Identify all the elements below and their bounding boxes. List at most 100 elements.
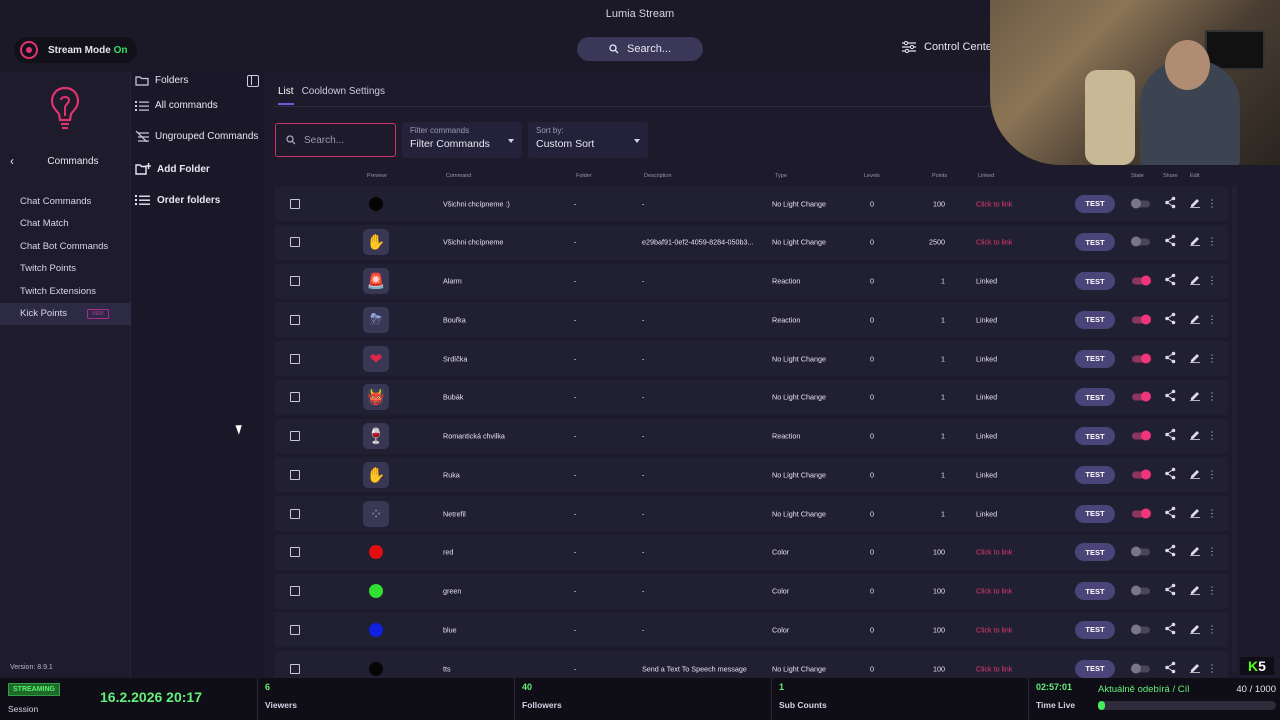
share-icon[interactable] (1165, 312, 1176, 327)
state-toggle[interactable] (1132, 469, 1151, 480)
add-folder-button[interactable]: Add Folder (135, 163, 210, 175)
sidebar-item-kick-points[interactable]: Kick Points NEW (0, 302, 131, 325)
click-to-link-link[interactable]: Click to link (976, 237, 1013, 247)
test-button[interactable]: TEST (1075, 582, 1115, 600)
share-icon[interactable] (1165, 467, 1176, 482)
folder-ungrouped[interactable]: Ungrouped Commands (135, 131, 258, 142)
tab-list[interactable]: List (278, 86, 294, 105)
state-toggle[interactable] (1131, 585, 1150, 596)
sidebar-item-chat-commands[interactable]: Chat Commands (0, 190, 131, 213)
row-checkbox[interactable] (290, 198, 300, 209)
edit-icon[interactable] (1190, 353, 1200, 365)
edit-icon[interactable] (1190, 663, 1200, 675)
column-header-points[interactable]: Points (932, 173, 948, 179)
more-options-icon[interactable]: ⋮ (1207, 585, 1217, 597)
edit-icon[interactable] (1190, 275, 1200, 287)
table-row[interactable]: ✋ Ruka - - No Light Change 0 1 Linked TEST ⋮ (275, 457, 1228, 493)
share-icon[interactable] (1165, 544, 1176, 560)
order-folders-button[interactable]: Order folders (135, 194, 220, 206)
table-row[interactable]: 🍷 Romantická chvilka - - Reaction 0 1 Linked TES… (275, 418, 1228, 454)
table-row[interactable]: green - - Color 0 100 Click to link TEST ⋮ (275, 573, 1228, 609)
share-icon[interactable] (1165, 661, 1176, 676)
edit-icon[interactable] (1190, 624, 1200, 636)
more-options-icon[interactable]: ⋮ (1207, 236, 1217, 248)
sort-select[interactable]: Sort by: Custom Sort (528, 122, 648, 158)
state-toggle[interactable] (1131, 236, 1150, 247)
command-search[interactable] (275, 123, 396, 157)
test-button[interactable]: TEST (1075, 233, 1115, 252)
share-icon[interactable] (1165, 506, 1176, 521)
folder-all-commands[interactable]: All commands (135, 100, 218, 111)
test-button[interactable]: TEST (1075, 194, 1115, 213)
click-to-link-link[interactable]: Click to link (976, 664, 1013, 673)
test-button[interactable]: TEST (1075, 310, 1115, 329)
test-button[interactable]: TEST (1075, 543, 1115, 562)
row-checkbox[interactable] (290, 431, 300, 441)
state-toggle[interactable] (1132, 353, 1151, 363)
state-toggle[interactable] (1131, 198, 1150, 208)
column-header-linked[interactable]: Linked (978, 173, 995, 179)
edit-icon[interactable] (1190, 430, 1200, 442)
row-checkbox[interactable] (290, 469, 300, 480)
back-chevron-icon[interactable]: ‹ (10, 154, 14, 168)
edit-icon[interactable] (1190, 469, 1200, 481)
share-icon[interactable] (1165, 234, 1176, 250)
share-icon[interactable] (1165, 622, 1176, 637)
edit-icon[interactable] (1190, 508, 1200, 520)
column-header-levels[interactable]: Levels (864, 173, 880, 179)
row-checkbox[interactable] (290, 508, 300, 519)
state-toggle[interactable] (1132, 508, 1151, 518)
row-checkbox[interactable] (290, 276, 300, 286)
row-checkbox[interactable] (290, 586, 300, 596)
test-button[interactable]: TEST (1075, 620, 1115, 639)
more-options-icon[interactable]: ⋮ (1207, 198, 1217, 209)
share-icon[interactable] (1165, 351, 1176, 366)
more-options-icon[interactable]: ⋮ (1207, 469, 1217, 481)
column-header-description[interactable]: Description (644, 173, 672, 179)
row-checkbox[interactable] (290, 663, 300, 674)
sidebar-item-twitch-extensions[interactable]: Twitch Extensions (0, 280, 131, 303)
test-button[interactable]: TEST (1075, 659, 1115, 678)
command-search-input[interactable] (304, 134, 384, 146)
state-toggle[interactable] (1131, 624, 1150, 635)
test-button[interactable]: TEST (1075, 388, 1115, 407)
state-toggle[interactable] (1132, 430, 1151, 441)
sidebar-item-chat-match[interactable]: Chat Match (0, 213, 131, 236)
share-icon[interactable] (1165, 273, 1176, 289)
share-icon[interactable] (1165, 196, 1176, 211)
more-options-icon[interactable]: ⋮ (1207, 391, 1217, 403)
more-options-icon[interactable]: ⋮ (1207, 275, 1217, 287)
collapse-panel-icon[interactable] (247, 75, 259, 87)
state-toggle[interactable] (1131, 546, 1150, 557)
tab-cooldown-settings[interactable]: Cooldown Settings (301, 86, 385, 97)
more-options-icon[interactable]: ⋮ (1207, 353, 1217, 364)
table-row[interactable]: ⁘ Netrefil - - No Light Change 0 1 Linked TEST ⋮ (275, 496, 1228, 531)
more-options-icon[interactable]: ⋮ (1207, 508, 1217, 519)
state-toggle[interactable] (1131, 663, 1150, 673)
sidebar-item-chat-bot-commands[interactable]: Chat Bot Commands (0, 235, 131, 258)
share-icon[interactable] (1165, 389, 1176, 405)
edit-icon[interactable] (1190, 198, 1200, 210)
state-toggle[interactable] (1132, 275, 1151, 286)
edit-icon[interactable] (1190, 314, 1200, 326)
more-options-icon[interactable]: ⋮ (1207, 663, 1217, 674)
share-icon[interactable] (1165, 428, 1176, 444)
more-options-icon[interactable]: ⋮ (1207, 546, 1217, 558)
global-search-button[interactable]: Search... (577, 37, 703, 61)
column-header-command[interactable]: Command (446, 173, 472, 179)
row-checkbox[interactable] (290, 237, 300, 248)
test-button[interactable]: TEST (1075, 272, 1115, 290)
share-icon[interactable] (1165, 583, 1176, 599)
row-checkbox[interactable] (290, 314, 300, 325)
row-checkbox[interactable] (290, 547, 300, 558)
table-row[interactable]: Všichni chcípneme :) - - No Light Change 0 10… (275, 186, 1228, 221)
table-scrollbar[interactable] (1232, 186, 1237, 672)
state-toggle[interactable] (1132, 314, 1151, 325)
column-header-folder[interactable]: Folder (576, 173, 592, 179)
edit-icon[interactable] (1190, 391, 1200, 403)
column-header-type[interactable]: Type (775, 173, 787, 179)
edit-icon[interactable] (1190, 236, 1200, 248)
table-row[interactable]: red - - Color 0 100 Click to link TEST ⋮ (275, 534, 1228, 570)
stream-mode-toggle[interactable]: Stream Mode On (14, 37, 138, 63)
filter-commands-select[interactable]: Filter commands Filter Commands (402, 122, 522, 158)
